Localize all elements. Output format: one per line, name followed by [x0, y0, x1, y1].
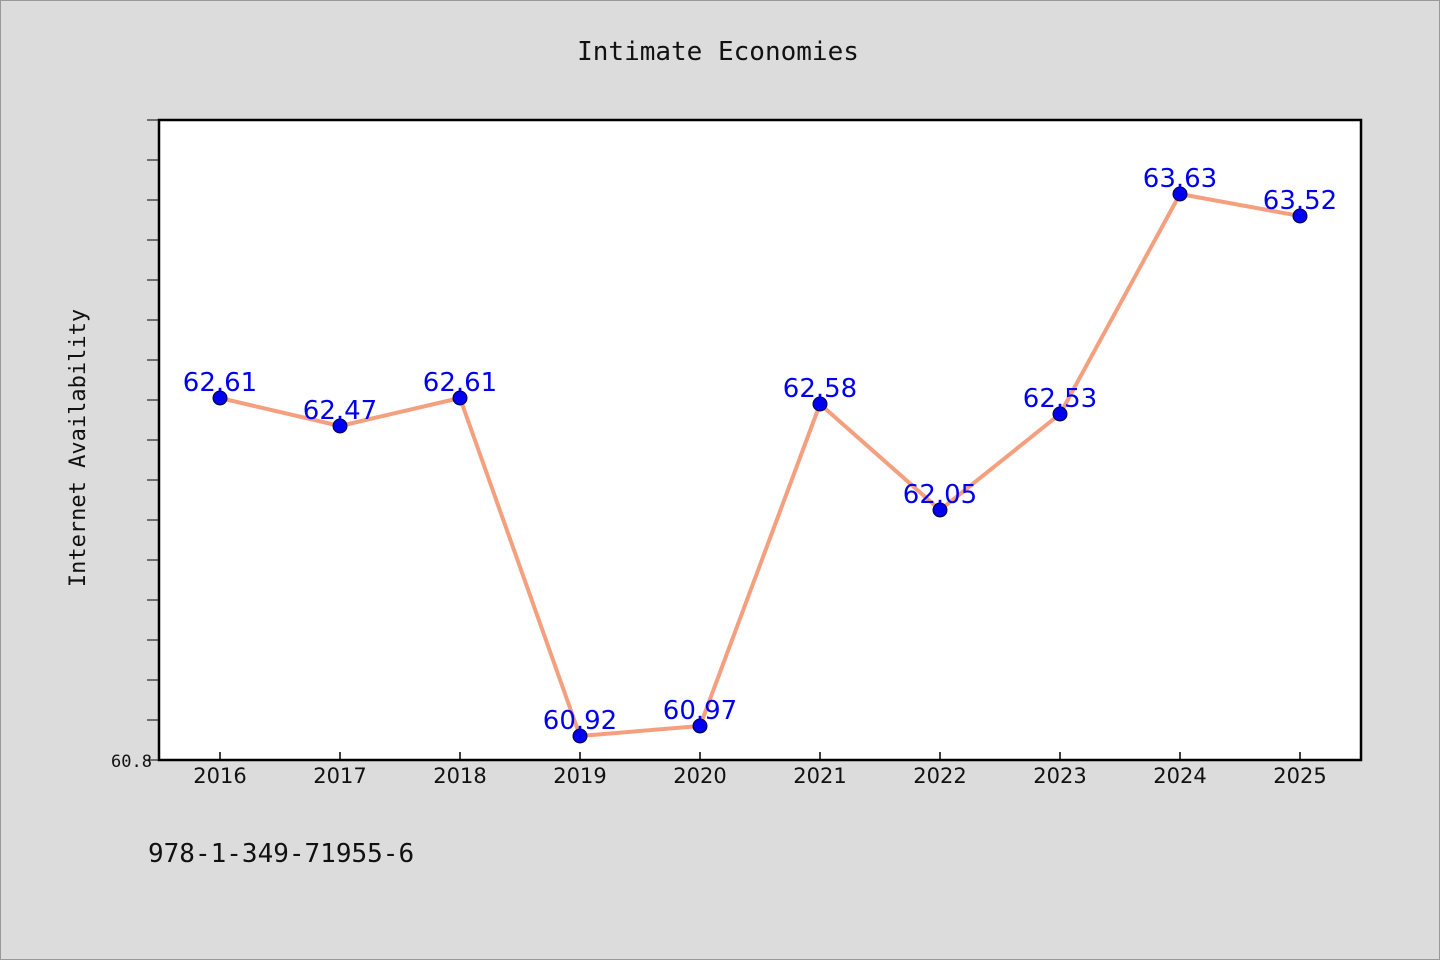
data-point [452, 390, 468, 406]
y-tick-label-min: 60.8 [111, 752, 152, 772]
data-label: 62.58 [783, 374, 857, 404]
data-labels-layer: 62.61 62.47 62.61 60.92 60.97 62.58 62.05 62.53… [183, 164, 1337, 736]
plot-area [157, 118, 1363, 762]
data-point [212, 390, 228, 406]
data-label: 62.05 [903, 480, 977, 510]
data-point [1052, 406, 1068, 422]
x-tick-label: 2025 [1273, 764, 1326, 788]
x-tick-label: 2024 [1153, 764, 1206, 788]
data-label: 62.61 [183, 368, 257, 398]
data-label: 63.52 [1263, 186, 1337, 216]
data-label: 62.53 [1023, 384, 1097, 414]
x-tick-label: 2023 [1033, 764, 1086, 788]
data-point [692, 718, 708, 734]
data-point [812, 396, 828, 412]
data-label: 60.92 [543, 706, 617, 736]
x-tick-label: 2021 [793, 764, 846, 788]
x-axis-ticks: 2016 2017 2018 2019 2020 2021 2022 2023 2024 2025 [193, 752, 1327, 788]
data-label: 62.47 [303, 396, 377, 426]
data-label: 60.97 [663, 696, 737, 726]
chart-title: Intimate Economies [577, 37, 859, 67]
y-axis-label: Internet Availability [66, 309, 91, 587]
series-line [218, 192, 1302, 738]
data-point [1292, 208, 1308, 224]
data-point [1172, 186, 1188, 202]
x-tick-label: 2016 [193, 764, 246, 788]
data-label: 63.63 [1143, 164, 1217, 194]
y-axis-ticks [147, 119, 159, 761]
data-label: 62.61 [423, 368, 497, 398]
x-tick-label: 2019 [553, 764, 606, 788]
x-tick-label: 2022 [913, 764, 966, 788]
footer-code: 978-1-349-71955-6 [148, 839, 414, 869]
data-point [572, 728, 588, 744]
x-tick-label: 2018 [433, 764, 486, 788]
x-tick-label: 2020 [673, 764, 726, 788]
data-point [332, 418, 348, 434]
series-layer [212, 186, 1308, 744]
x-tick-label: 2017 [313, 764, 366, 788]
data-point [932, 502, 948, 518]
